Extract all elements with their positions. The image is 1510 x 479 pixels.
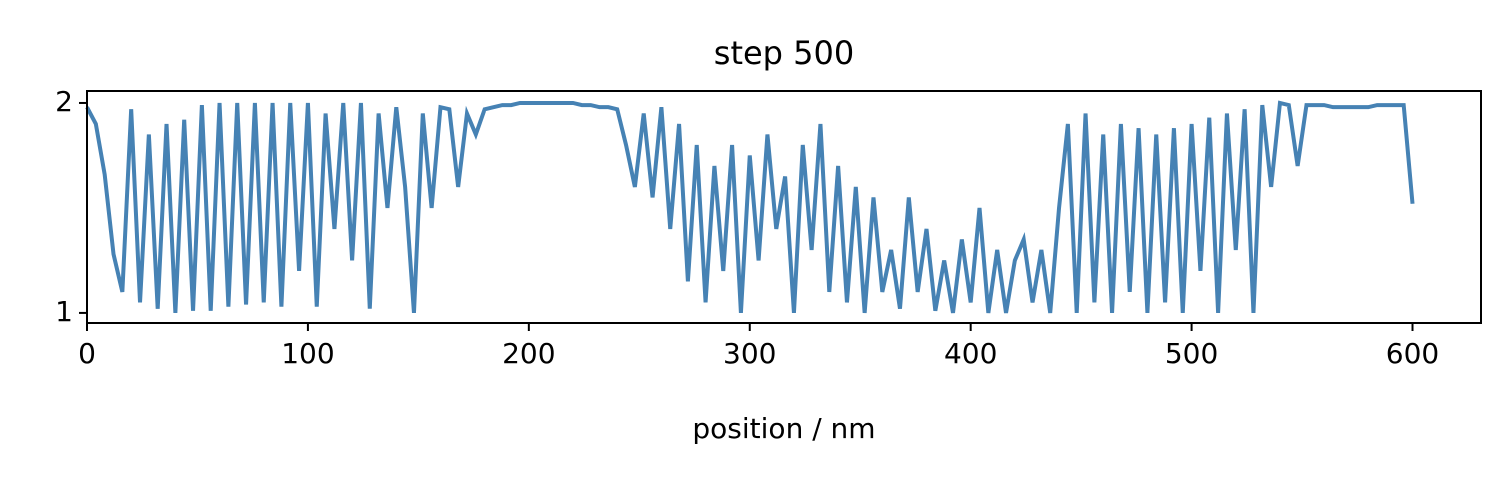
y-tick-label: 1 — [55, 295, 73, 328]
data-line — [85, 100, 1415, 314]
x-tick-label: 0 — [78, 337, 96, 370]
x-axis-label: position / nm — [692, 412, 875, 445]
x-tick-label: 600 — [1386, 337, 1439, 370]
chart-title: step 500 — [714, 34, 854, 72]
x-tick-label: 200 — [502, 337, 555, 370]
plot-frame — [86, 90, 1482, 324]
x-tick-label: 300 — [723, 337, 776, 370]
x-tick-label: 400 — [944, 337, 997, 370]
x-tick-label: 500 — [1165, 337, 1218, 370]
x-tick-label: 100 — [281, 337, 334, 370]
y-tick-label: 2 — [55, 85, 73, 118]
